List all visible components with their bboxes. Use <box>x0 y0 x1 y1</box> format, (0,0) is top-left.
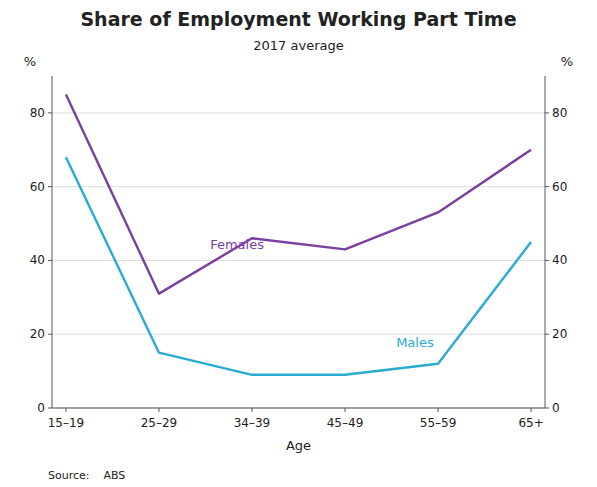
grid-line <box>52 112 545 113</box>
y2-axis-line <box>545 76 546 408</box>
y-tick <box>48 334 52 335</box>
x-tick <box>345 408 346 412</box>
y2-tick-label: 0 <box>552 401 560 415</box>
grid-line <box>52 334 545 335</box>
x-tick-label: 65+ <box>518 416 543 430</box>
y-tick-label: 20 <box>30 327 45 341</box>
x-tick <box>438 408 439 412</box>
y2-tick <box>545 112 549 113</box>
y2-tick <box>545 186 549 187</box>
y-axis-line <box>52 76 53 408</box>
y-axis-label: % <box>24 54 36 69</box>
y2-tick-label: 20 <box>552 327 567 341</box>
y2-tick-label: 40 <box>552 253 567 267</box>
x-tick-label: 55–59 <box>420 416 457 430</box>
x-tick-label: 15–19 <box>48 416 85 430</box>
grid-line <box>52 408 545 409</box>
y2-tick-label: 60 <box>552 180 567 194</box>
y-tick-label: 60 <box>30 180 45 194</box>
source: Source: ABS <box>48 469 125 482</box>
y-tick <box>48 260 52 261</box>
y-tick <box>48 112 52 113</box>
y-tick-label: 40 <box>30 253 45 267</box>
x-tick-label: 45–49 <box>327 416 364 430</box>
series-line <box>66 94 531 293</box>
x-tick <box>531 408 532 412</box>
y-tick <box>48 408 52 409</box>
x-tick-label: 25–29 <box>141 416 178 430</box>
x-tick <box>251 408 252 412</box>
x-tick-label: 34–39 <box>234 416 271 430</box>
y2-tick-label: 80 <box>552 106 567 120</box>
chart: Share of Employment Working Part Time201… <box>0 0 597 487</box>
title: Share of Employment Working Part Time <box>80 8 516 30</box>
y-tick <box>48 186 52 187</box>
x-axis-label: Age <box>286 438 311 453</box>
y2-tick <box>545 334 549 335</box>
y2-tick <box>545 260 549 261</box>
subtitle: 2017 average <box>253 38 343 53</box>
plot-area <box>66 94 531 374</box>
x-tick <box>65 408 66 412</box>
grid-line <box>52 186 545 187</box>
x-tick <box>158 408 159 412</box>
y2-axis-label: % <box>561 54 573 69</box>
series-label: Females <box>210 237 264 252</box>
x-axis-line <box>52 408 545 409</box>
y-tick-label: 80 <box>30 106 45 120</box>
grid-line <box>52 260 545 261</box>
series-label: Males <box>396 335 434 350</box>
y-tick-label: 0 <box>37 401 45 415</box>
y2-tick <box>545 408 549 409</box>
series-line <box>66 157 531 375</box>
